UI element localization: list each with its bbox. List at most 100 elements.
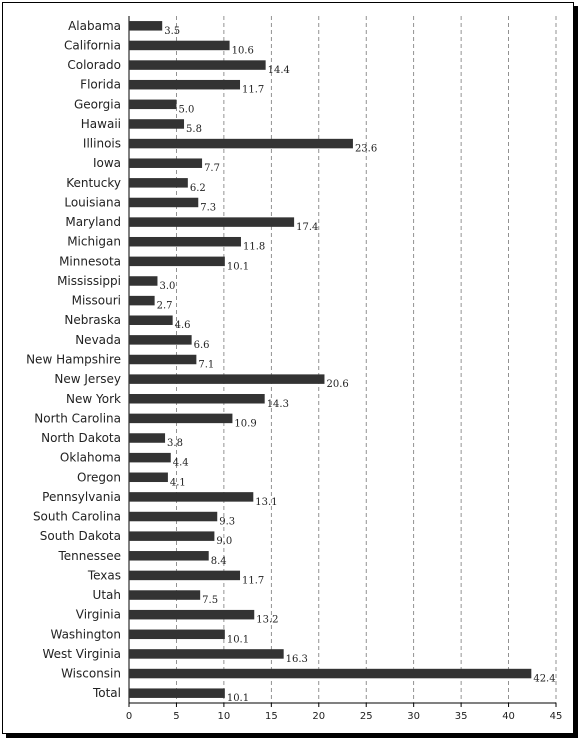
bar — [129, 688, 225, 698]
bar — [129, 511, 218, 522]
category-label: Virginia — [76, 608, 121, 622]
bar — [129, 40, 230, 51]
bar — [129, 236, 241, 247]
category-label: Alabama — [68, 19, 121, 33]
value-label: 11.7 — [242, 575, 264, 586]
category-label: New Hampshire — [26, 353, 121, 367]
bar — [129, 158, 203, 168]
bar — [129, 394, 265, 404]
x-tick-label: 20 — [312, 711, 325, 722]
value-label: 20.6 — [326, 379, 348, 390]
category-label: Kentucky — [66, 176, 121, 190]
bar — [129, 21, 163, 31]
category-label: Missouri — [72, 294, 121, 308]
bar — [129, 99, 177, 110]
value-label: 10.1 — [227, 261, 249, 272]
bar — [129, 531, 215, 541]
category-label: Oklahoma — [60, 451, 121, 465]
value-label: 3.0 — [159, 281, 175, 292]
value-label: 13.2 — [256, 615, 278, 626]
bar — [129, 197, 199, 208]
bar — [129, 452, 171, 463]
category-label: Nevada — [75, 333, 121, 347]
x-tick-label: 25 — [360, 711, 373, 722]
bar — [129, 60, 266, 70]
bar — [129, 590, 201, 600]
x-tick-label: 0 — [126, 711, 132, 722]
bar — [129, 472, 168, 483]
chart-frame: Alabama California Colorado Florida Georgia H… — [2, 2, 574, 734]
value-label: 8.4 — [211, 556, 227, 567]
value-label: 10.1 — [227, 693, 249, 704]
value-label: 3.5 — [164, 26, 180, 37]
value-label: 10.1 — [227, 634, 249, 645]
category-label: South Carolina — [33, 510, 121, 524]
category-label: Utah — [93, 588, 121, 602]
bar — [129, 217, 295, 227]
bar — [129, 668, 532, 679]
value-label: 7.1 — [198, 360, 214, 371]
value-label: 2.7 — [157, 301, 173, 312]
category-label: Colorado — [67, 58, 121, 72]
bar — [129, 433, 166, 443]
category-label: Oregon — [77, 470, 121, 484]
bar — [129, 295, 155, 306]
category-label: New York — [66, 392, 121, 406]
value-label: 6.6 — [194, 340, 210, 351]
bar — [129, 492, 254, 502]
category-label: Iowa — [93, 156, 121, 170]
value-labels: 3.5 10.6 14.4 11.7 5.0 5.8 23.6 7.7 6.2 7.3 17.4 11… — [157, 26, 556, 704]
bar — [129, 570, 241, 581]
bar — [129, 256, 225, 267]
category-label: Wisconsin — [61, 667, 121, 681]
category-label: South Dakota — [40, 529, 121, 543]
category-label: Hawaii — [81, 117, 121, 131]
value-label: 9.3 — [219, 517, 235, 528]
value-label: 13.1 — [255, 497, 277, 508]
value-label: 23.6 — [355, 144, 377, 155]
bar — [129, 276, 158, 286]
value-label: 10.6 — [232, 45, 254, 56]
x-tick-label: 15 — [265, 711, 278, 722]
category-label: Florida — [80, 78, 121, 92]
bar — [129, 315, 173, 325]
value-label: 3.8 — [167, 438, 183, 449]
bar — [129, 649, 284, 659]
category-label: Minnesota — [59, 254, 121, 268]
x-tick-label: 45 — [550, 711, 563, 722]
category-label: Maryland — [65, 215, 121, 229]
category-label: Illinois — [83, 137, 121, 151]
category-label: Washington — [50, 627, 121, 641]
bar — [129, 354, 197, 365]
value-label: 11.7 — [242, 85, 264, 96]
x-tick-label: 10 — [218, 711, 231, 722]
bar — [129, 609, 255, 620]
bar — [129, 551, 209, 561]
category-label: West Virginia — [42, 647, 121, 661]
value-label: 42.4 — [533, 674, 555, 685]
value-label: 7.5 — [202, 595, 218, 606]
value-label: 4.1 — [170, 477, 186, 488]
value-label: 11.8 — [243, 242, 265, 253]
value-label: 9.0 — [216, 536, 232, 547]
value-label: 7.3 — [200, 202, 216, 213]
category-label: Nebraska — [64, 313, 121, 327]
value-label: 14.4 — [268, 65, 290, 76]
x-tick-label: 30 — [407, 711, 420, 722]
x-axis-ticks: 0 5 10 15 20 25 30 35 40 45 — [126, 702, 563, 722]
value-label: 17.4 — [296, 222, 318, 233]
category-label: California — [64, 38, 121, 52]
bar — [129, 138, 353, 149]
bar — [129, 629, 225, 640]
value-label: 7.7 — [204, 163, 220, 174]
category-labels: Alabama California Colorado Florida Georgia H… — [26, 19, 121, 700]
value-label: 5.8 — [186, 124, 202, 135]
bar — [129, 119, 185, 129]
bar — [129, 178, 188, 188]
bars — [129, 21, 532, 698]
category-label: Total — [92, 686, 121, 700]
value-label: 5.0 — [178, 104, 194, 115]
bar — [129, 335, 192, 345]
category-label: Michigan — [67, 235, 121, 249]
category-label: New Jersey — [54, 372, 121, 386]
